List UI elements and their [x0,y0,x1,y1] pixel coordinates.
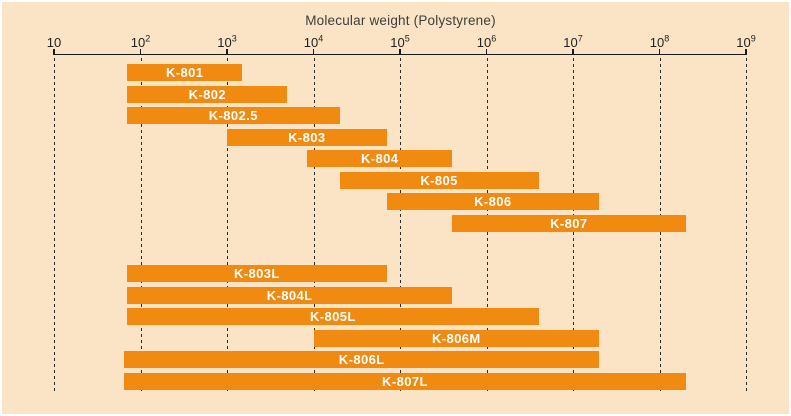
tick-label-10e1: 10 [46,35,62,50]
bar-k-802: K-802 [127,85,288,103]
tick-label-10e5: 105 [390,33,410,50]
bar-label: K-803 [288,129,326,145]
tick-10e3 [226,49,228,55]
bar-label: K-807 [550,215,588,231]
bar-k-806m: K-806M [313,329,600,347]
tick-10e5 [399,49,401,55]
bar-label: K-806 [474,194,512,209]
bar-k-803: K-803 [227,128,387,146]
gridline-10e3 [227,58,228,393]
bar-label: K-807L [382,373,428,389]
gridline-10e1 [54,58,55,393]
tick-10e6 [485,49,488,55]
bar-label: K-805L [309,309,356,324]
bar-label: K-806L [338,352,385,367]
bar-k-807l: K-807L [124,372,686,390]
bar-k-806l: K-806L [124,351,600,368]
tick-10e4 [312,49,315,55]
gridline-10e2 [140,58,142,393]
bar-label: K-804L [266,287,313,303]
bar-k-804l: K-804L [127,286,453,304]
bar-k-804: K-804 [307,150,453,167]
bar-k-805l: K-805L [127,308,539,325]
tick-10e7 [572,49,574,55]
tick-10e2 [139,49,142,55]
tick-label-10e9: 109 [736,33,756,50]
tick-label-10e3: 103 [217,33,237,50]
tick-label-10e8: 108 [649,33,670,50]
gridline-10e4 [313,58,315,393]
tick-label-10e2: 102 [130,33,151,50]
tick-10e8 [658,49,661,55]
bar-label: K-801 [165,65,204,80]
gridline-10e9 [746,58,747,393]
tick-10e1 [53,49,55,55]
bar-k-807: K-807 [452,214,686,232]
bar-label: K-805 [420,172,458,188]
bar-label: K-806M [431,330,481,346]
bar-label: K-802.5 [208,108,258,123]
tick-10e9 [745,49,747,55]
bar-label: K-803L [233,266,280,281]
bar-k-801: K-801 [127,64,243,81]
gridline-10e5 [400,58,401,393]
tick-label-10e7: 107 [563,33,583,50]
bar-k-802.5: K-802.5 [127,107,340,124]
bar-k-805: K-805 [339,171,539,189]
bar-k-806: K-806 [386,193,600,210]
bar-label: K-804 [361,151,399,166]
tick-label-10e4: 104 [303,33,324,50]
tick-label-10e6: 106 [476,33,497,50]
bar-label: K-802 [188,86,226,102]
bar-k-803l: K-803L [127,265,387,282]
chart-title: Molecular weight (Polystyrene) [305,13,496,28]
